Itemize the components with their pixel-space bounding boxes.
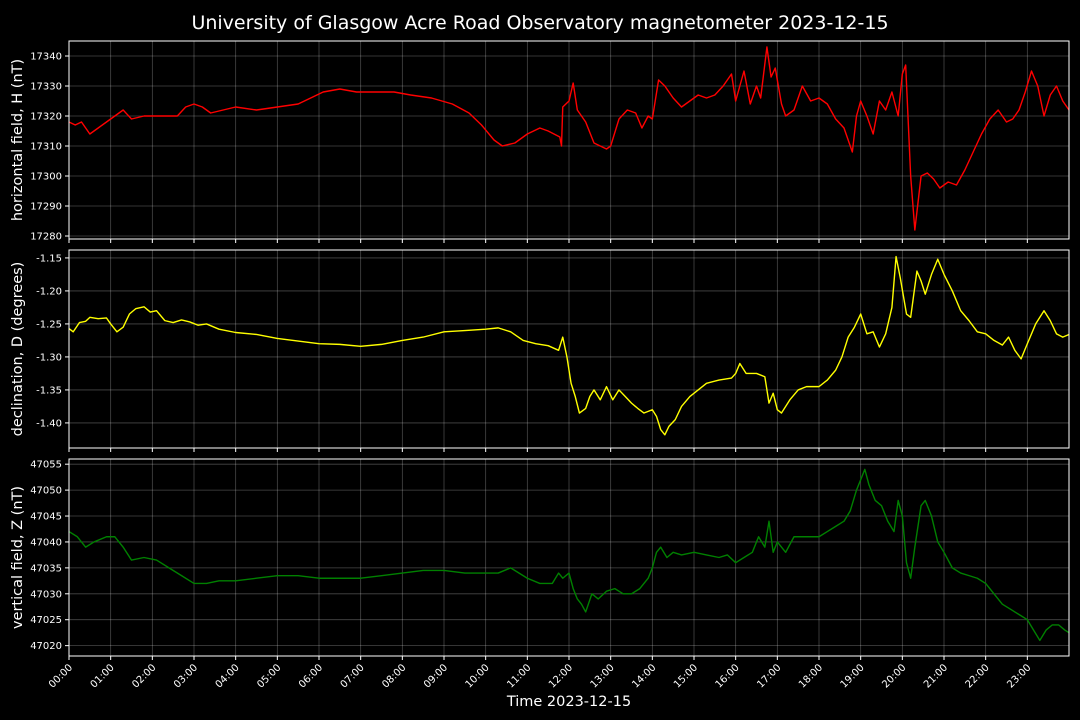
y-tick-label: 47030 — [30, 589, 62, 600]
y-tick-label: 47040 — [30, 537, 62, 548]
y-tick-label: 17320 — [30, 112, 62, 123]
y-tick-label: -1.30 — [36, 352, 62, 363]
y-tick-label: 17280 — [30, 232, 62, 243]
axes-frame — [68, 458, 1070, 657]
y-tick-label: 47025 — [30, 615, 62, 626]
y-tick-label: 17340 — [30, 52, 62, 63]
y-tick-label: -1.25 — [36, 319, 62, 330]
y-tick-label: 17290 — [30, 202, 62, 213]
y-tick-label: -1.15 — [36, 253, 62, 264]
axes-frame — [68, 249, 1070, 449]
y-tick-label: 47055 — [30, 460, 62, 471]
y-tick-label: -1.20 — [36, 286, 62, 297]
y-axis-label-h: horizontal field, H (nT) — [10, 59, 26, 221]
series-line-z — [68, 468, 1070, 642]
y-tick-label: -1.35 — [36, 385, 62, 396]
panels: 17280 17290 17300 17310 17320 17330 17340 horiz… — [10, 40, 1070, 660]
panel-d: -1.40 -1.35 -1.30 -1.25 -1.20 -1.15 declinatio… — [10, 249, 1070, 452]
y-tick-label: -1.40 — [36, 418, 62, 429]
panel-z: 47020 47025 47030 47035 47040 47045 47050 47055… — [10, 458, 1070, 660]
axes-frame — [68, 40, 1070, 240]
y-tick-label: 47045 — [30, 512, 62, 523]
y-tick-label: 17300 — [30, 172, 62, 183]
chart-title: University of Glasgow Acre Road Observat… — [191, 12, 888, 34]
series-line-h — [68, 46, 1070, 231]
panel-h: 17280 17290 17300 17310 17320 17330 17340 horiz… — [10, 40, 1070, 243]
y-tick-label: 17310 — [30, 142, 62, 153]
series-line-d — [68, 255, 1070, 436]
y-tick-label: 17330 — [30, 82, 62, 93]
y-tick-label: 47020 — [30, 641, 62, 652]
y-tick-label: 47050 — [30, 486, 62, 497]
y-axis-label-z: vertical field, Z (nT) — [10, 486, 26, 629]
y-tick-label: 47035 — [30, 563, 62, 574]
x-axis-label: Time 2023-12-15 — [506, 694, 631, 710]
y-axis-label-d: declination, D (degrees) — [10, 262, 26, 437]
